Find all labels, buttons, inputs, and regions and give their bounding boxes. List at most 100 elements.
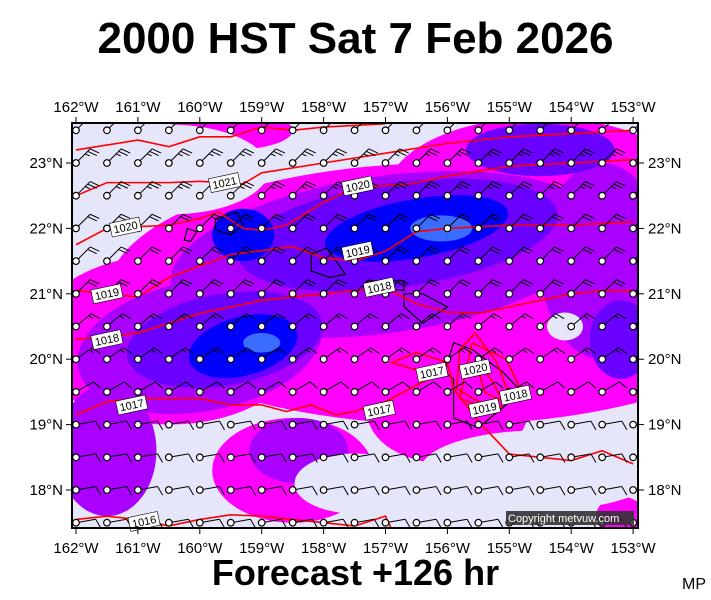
barb-feather: [275, 279, 286, 285]
station-circle: [629, 126, 637, 135]
station-circle: [412, 126, 421, 135]
barb-feather: [118, 248, 128, 255]
wind-barb: [319, 518, 349, 528]
barb-feather: [211, 248, 221, 255]
shading-region: [243, 333, 281, 353]
station-circle: [412, 159, 421, 167]
lat-tick-label-right: 20°N: [648, 351, 682, 368]
station-circle: [567, 453, 576, 462]
station-circle: [350, 289, 359, 298]
wind-barb: [350, 453, 380, 463]
wind-barb: [598, 486, 628, 496]
barb-feather: [87, 216, 97, 222]
barb-feather: [582, 183, 593, 189]
wind-barb: [257, 453, 287, 463]
wind-barb: [257, 347, 287, 364]
barb-feather: [151, 246, 162, 252]
barb-feather: [399, 213, 409, 219]
barb-feather: [400, 116, 409, 120]
station-circle: [381, 322, 390, 331]
barb-feather: [177, 186, 183, 190]
shading-region: [589, 300, 638, 379]
barb-feather: [84, 186, 90, 190]
wind-barb: [288, 313, 317, 331]
station-circle: [103, 257, 111, 266]
barb-feather: [559, 486, 566, 496]
barb-feather: [188, 453, 194, 463]
barb-feather: [394, 186, 400, 190]
wind-barb: [257, 279, 286, 298]
barb-feather: [580, 186, 586, 190]
wind-barb: [474, 213, 502, 233]
wind-barb: [133, 486, 164, 496]
wind-barb: [567, 148, 595, 167]
wind-barb: [195, 453, 225, 463]
wind-barb: [443, 213, 471, 233]
station-circle: [567, 224, 576, 233]
station-circle: [350, 486, 359, 494]
wind-barb: [505, 486, 535, 496]
shading-region: [420, 430, 638, 511]
station-circle: [598, 388, 607, 396]
barb-feather: [394, 153, 400, 157]
barb-feather: [401, 347, 411, 354]
wind-barb: [443, 347, 473, 364]
wind-barb: [412, 148, 440, 167]
barb-feather: [551, 183, 562, 189]
barb-feather: [337, 148, 348, 154]
station-circle: [536, 420, 545, 429]
barb-feather: [404, 486, 411, 496]
barb-feather: [151, 213, 162, 219]
barb-feather: [616, 279, 626, 285]
station-circle: [257, 322, 266, 331]
wind-barb: [412, 518, 442, 528]
barb-feather: [87, 183, 97, 189]
isobar-line: [75, 287, 634, 341]
barb-feather: [613, 150, 624, 157]
wind-barb: [133, 246, 162, 266]
barb-feather: [616, 148, 626, 154]
barb-feather: [369, 313, 379, 320]
barb-feather: [182, 279, 193, 285]
wind-barb: [505, 453, 535, 463]
barb-feather: [461, 246, 471, 252]
station-circle: [164, 224, 173, 233]
barb-feather: [211, 216, 221, 222]
wind-barb: [226, 313, 255, 331]
isobar-label: 1020: [341, 175, 375, 197]
barb-feather: [88, 315, 94, 319]
barb-feather: [213, 349, 218, 354]
forecast-label: Forecast +126 hr: [211, 552, 500, 593]
station-circle: [412, 322, 421, 331]
barb-feather: [219, 453, 225, 463]
wind-barb: [629, 184, 654, 200]
wind-barb: [598, 313, 627, 331]
wind-barb: [474, 518, 504, 528]
wind-barb: [133, 279, 162, 298]
shading-region: [294, 453, 415, 514]
station-circle: [133, 388, 142, 396]
barb-feather: [524, 313, 534, 320]
station-circle: [381, 388, 390, 396]
station-circle: [350, 224, 359, 233]
wind-barb: [164, 181, 193, 200]
lat-tick-label-left: 23°N: [29, 155, 63, 172]
barb-feather: [242, 183, 252, 189]
barb-feather: [645, 184, 654, 188]
barb-feather: [183, 313, 194, 320]
wind-barb: [103, 347, 132, 364]
wind-barb: [536, 381, 566, 396]
station-circle: [443, 289, 452, 298]
lon-tick-label-top: 159°W: [239, 99, 285, 116]
wind-barb: [536, 347, 566, 364]
station-circle: [412, 420, 421, 429]
barb-feather: [645, 249, 654, 253]
barb-feather: [551, 248, 562, 255]
wind-barb: [103, 420, 133, 431]
barb-feather: [647, 149, 656, 153]
station-circle: [629, 388, 637, 396]
station-circle: [598, 420, 607, 429]
lat-tick-label-right: 23°N: [648, 155, 682, 172]
barb-feather: [585, 148, 595, 154]
wind-barb: [319, 246, 348, 266]
